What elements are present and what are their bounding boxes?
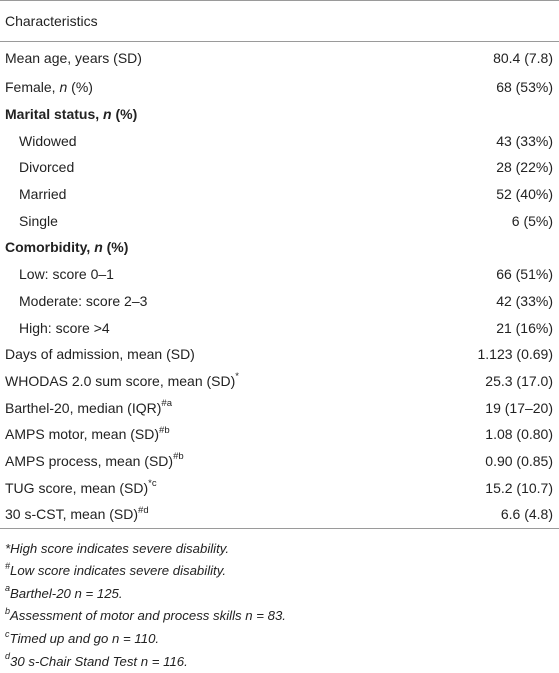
table-row: TUG score, mean (SD)*c 15.2 (10.7) <box>0 474 559 501</box>
table-row: Widowed 43 (33%) <box>0 127 559 154</box>
table-row: 30 s-CST, mean (SD)#d 6.6 (4.8) <box>0 501 559 529</box>
header-characteristics: Characteristics <box>0 0 400 42</box>
row-value: 68 (53%) <box>496 79 553 96</box>
table-row: Low: score 0–1 66 (51%) <box>0 261 559 288</box>
row-value: 1.123 (0.69) <box>477 346 554 363</box>
table-row: Single 6 (5%) <box>0 207 559 234</box>
row-value: 6.6 (4.8) <box>400 501 559 529</box>
row-label: WHODAS 2.0 sum score, mean (SD)* <box>5 371 239 389</box>
row-label: AMPS process, mean (SD)#b <box>5 451 184 469</box>
table-group-row: Comorbidity, n (%) <box>0 234 559 261</box>
row-label: AMPS motor, mean (SD)#b <box>5 424 170 443</box>
row-value: 15.2 (10.7) <box>485 479 553 496</box>
row-value: 25.3 (17.0) <box>485 372 553 389</box>
table-row: Moderate: score 2–3 42 (33%) <box>0 288 559 315</box>
row-value <box>400 101 559 128</box>
footnote: d30 s-Chair Stand Test n = 116. <box>5 651 188 669</box>
footnote: aBarthel-20 n = 125. <box>5 583 123 601</box>
row-value: 21 (16%) <box>496 319 553 336</box>
header-value <box>400 0 559 42</box>
row-value <box>400 234 559 261</box>
row-value: 80.4 (7.8) <box>493 50 553 66</box>
row-value: 0.90 (0.85) <box>485 452 553 469</box>
row-label: Married <box>19 186 67 203</box>
row-label: Days of admission, mean (SD) <box>5 346 195 363</box>
table-row: Mean age, years (SD) 80.4 (7.8) <box>0 42 559 75</box>
characteristics-table: Characteristics Mean age, years (SD) 80.… <box>0 0 559 529</box>
table-row: Days of admission, mean (SD) 1.123 (0.69… <box>0 341 559 368</box>
row-label: Female, n (%) <box>5 79 93 96</box>
row-value: 43 (33%) <box>496 132 553 149</box>
row-label: Mean age, years (SD) <box>5 50 142 66</box>
row-label: Barthel-20, median (IQR)#a <box>5 397 172 416</box>
footnote: bAssessment of motor and process skills … <box>5 606 286 624</box>
table-group-row: Marital status, n (%) <box>0 101 559 128</box>
row-label: High: score >4 <box>19 319 110 336</box>
table-row: Married 52 (40%) <box>0 181 559 208</box>
row-value: 19 (17–20) <box>485 399 553 416</box>
row-label: Widowed <box>19 132 77 149</box>
row-value: 66 (51%) <box>496 266 553 283</box>
row-value: 42 (33%) <box>496 292 553 309</box>
row-label: Divorced <box>19 159 75 176</box>
row-label: Low: score 0–1 <box>19 266 114 283</box>
table-row: AMPS process, mean (SD)#b 0.90 (0.85) <box>0 448 559 475</box>
row-label: 30 s-CST, mean (SD)#d <box>0 501 400 529</box>
row-value: 52 (40%) <box>496 186 553 203</box>
table-row: Barthel-20, median (IQR)#a 19 (17–20) <box>0 394 559 421</box>
row-value: 1.08 (0.80) <box>485 426 553 443</box>
footnote: cTimed up and go n = 110. <box>5 628 160 647</box>
footnote: *High score indicates severe disability. <box>5 540 230 556</box>
row-value: 6 (5%) <box>511 212 553 229</box>
table-footnotes: *High score indicates severe disability.… <box>0 529 559 673</box>
group-label-marital-status: Marital status, n (%) <box>5 106 138 123</box>
table-row: Female, n (%) 68 (53%) <box>0 74 559 101</box>
row-value: 28 (22%) <box>496 159 553 176</box>
table-row: WHODAS 2.0 sum score, mean (SD)* 25.3 (1… <box>0 368 559 395</box>
row-label: Moderate: score 2–3 <box>19 292 148 309</box>
footnote: #Low score indicates severe disability. <box>5 560 226 579</box>
table-header-row: Characteristics <box>0 0 559 42</box>
table-row: High: score >4 21 (16%) <box>0 314 559 341</box>
table-row: AMPS motor, mean (SD)#b 1.08 (0.80) <box>0 421 559 448</box>
table-row: Divorced 28 (22%) <box>0 154 559 181</box>
row-label: TUG score, mean (SD)*c <box>5 478 157 496</box>
group-label-comorbidity: Comorbidity, n (%) <box>5 239 129 256</box>
row-label: Single <box>19 212 58 229</box>
